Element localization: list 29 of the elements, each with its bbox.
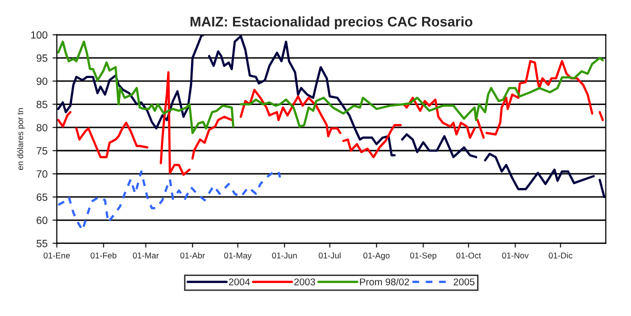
y-tick-label: 90 bbox=[36, 78, 48, 85]
y-tick-label: 100 bbox=[31, 31, 48, 39]
x-tick-label: 01-Ago bbox=[363, 252, 390, 260]
x-tick-label: 01-Ene bbox=[44, 252, 70, 258]
legend-label: 2004 bbox=[228, 278, 250, 286]
y-tick-label: 80 bbox=[36, 124, 48, 132]
x-tick-label: 01-Nov bbox=[502, 252, 529, 258]
x-tick-label: 01-Abr bbox=[180, 252, 205, 258]
x-tick-label: 01-May bbox=[224, 252, 252, 260]
x-tick-label: 01-Oct bbox=[456, 252, 481, 258]
y-tick-label: 75 bbox=[36, 147, 48, 155]
y-tick-label: 70 bbox=[36, 170, 48, 178]
y-tick-label: 85 bbox=[36, 100, 48, 108]
x-tick-label: 01-Dic bbox=[548, 252, 572, 258]
y-tick-label: 95 bbox=[36, 54, 48, 62]
chart-title: MAIZ: Estacionalidad precios CAC Rosario bbox=[190, 16, 472, 30]
y-axis-title: en dólares por tn bbox=[16, 108, 25, 170]
y-tick-label: 60 bbox=[36, 216, 48, 224]
x-tick-label: 01-Jun bbox=[272, 252, 297, 258]
x-tick-label: 01-Sep bbox=[410, 252, 436, 260]
y-tick-label: 65 bbox=[36, 193, 48, 201]
legend-label: 2003 bbox=[294, 278, 316, 286]
legend-label: Prom 98/02 bbox=[360, 278, 410, 286]
legend-label: 2005 bbox=[454, 278, 474, 286]
line-series bbox=[57, 170, 282, 232]
x-tick-label: 01-Feb bbox=[90, 252, 116, 258]
y-tick-label: 55 bbox=[36, 240, 48, 248]
x-tick-label: 01-Mar bbox=[132, 252, 159, 258]
x-tick-label: 01-Jul bbox=[318, 252, 341, 258]
